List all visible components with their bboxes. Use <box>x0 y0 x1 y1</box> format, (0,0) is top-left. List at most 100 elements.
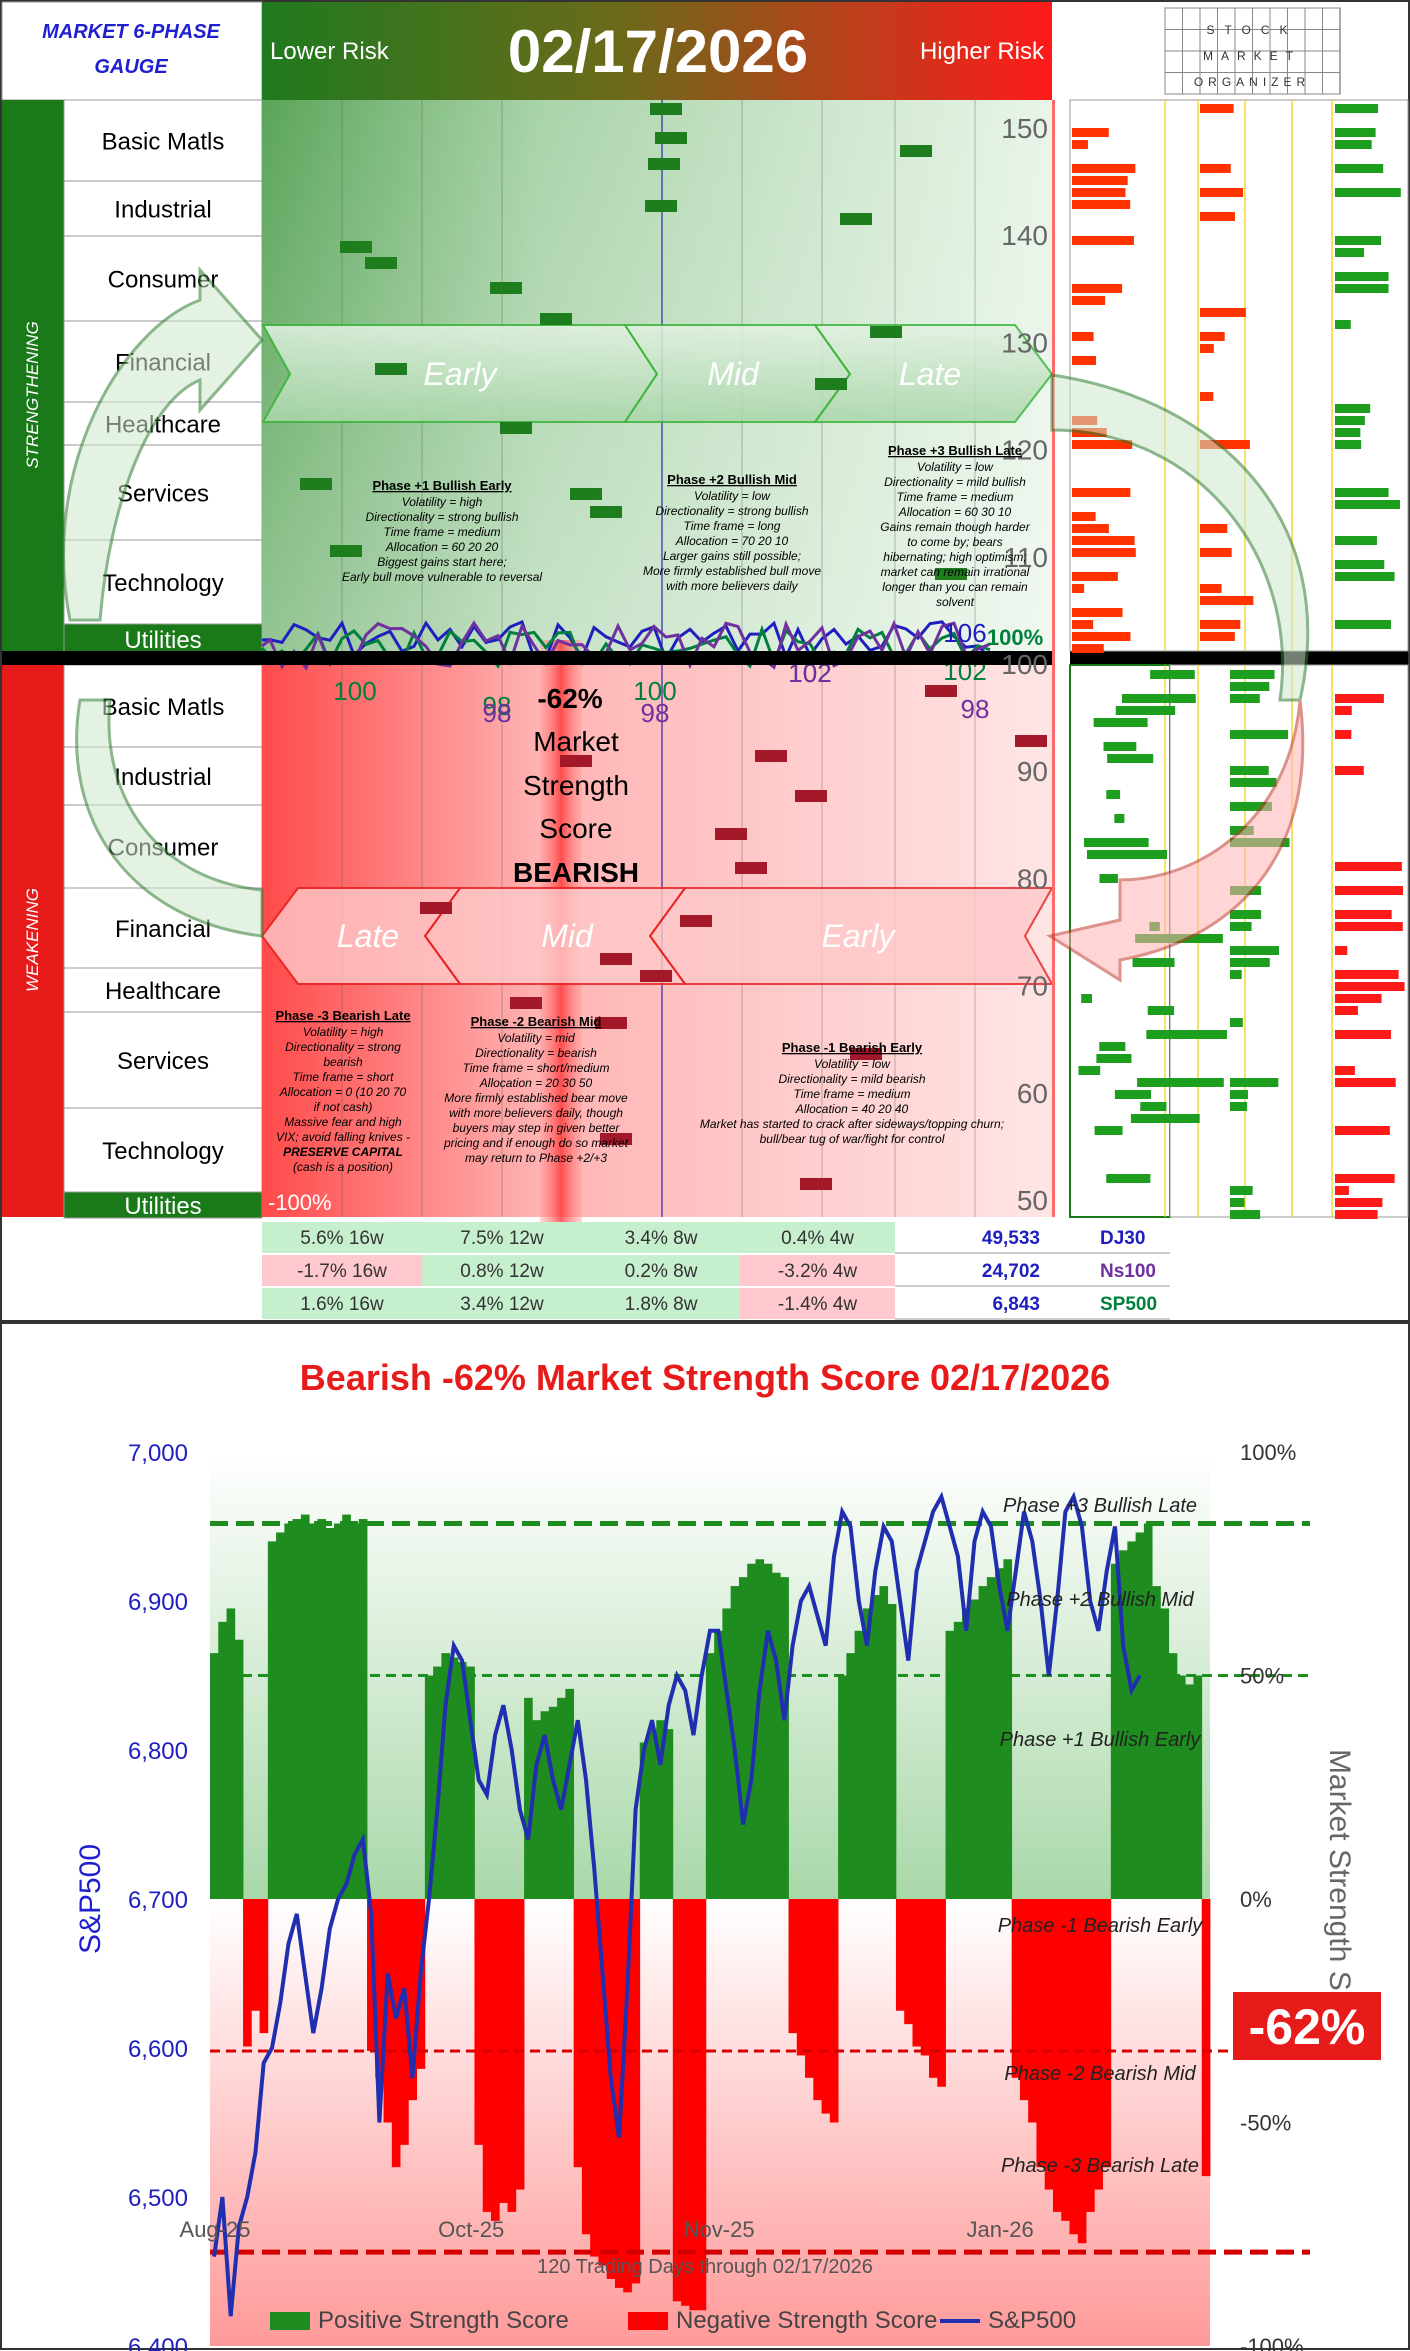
sector-label-bottom-5: Services <box>117 1048 209 1075</box>
y-right-tick: 0% <box>1240 1887 1272 1912</box>
sector-marker-top <box>650 103 682 115</box>
score-bar <box>747 1563 756 1899</box>
right-bar <box>1072 164 1136 173</box>
score-bar <box>1061 1899 1070 2221</box>
score-bar <box>1069 1899 1079 2235</box>
perf-cell: 0.4% 4w <box>781 1228 854 1249</box>
svg-text:Phase -3 Bearish Late: Phase -3 Bearish Late <box>275 1008 410 1023</box>
svg-text:MARKET: MARKET <box>1203 49 1301 63</box>
right-bar <box>1107 754 1154 763</box>
score-bar <box>656 1720 665 1899</box>
score-bar <box>515 1899 525 2190</box>
phase-label-1: Phase +2 Bullish Mid <box>1006 1589 1194 1611</box>
score-bar <box>367 1899 376 2051</box>
score-bar <box>780 1577 789 1899</box>
score-bar <box>771 1572 781 1899</box>
score-bar <box>912 1899 922 2047</box>
svg-text:Directionality = mild bullish: Directionality = mild bullish <box>884 475 1026 489</box>
sector-label-bottom-7: Utilities <box>124 1193 201 1220</box>
stock-market-organizer-logo: STOCK MARKET ORGANIZER <box>1164 7 1341 95</box>
score-bar <box>970 1599 979 1899</box>
score-bar <box>796 1899 806 2056</box>
score-bar <box>449 1657 459 1899</box>
sector-marker-bottom <box>600 953 632 965</box>
right-bar <box>1200 164 1231 173</box>
score-bar <box>1019 1899 1029 2101</box>
sector-marker-top <box>490 282 522 294</box>
right-bar <box>1072 572 1118 581</box>
index-name: DJ30 <box>1100 1228 1145 1249</box>
y-right-tick: -100% <box>1240 2334 1304 2351</box>
score-bar <box>755 1559 765 1899</box>
right-bar <box>1072 440 1133 449</box>
svg-text:Directionality = strong: Directionality = strong <box>285 1040 401 1054</box>
right-bar <box>1335 706 1352 715</box>
right-bar <box>1084 838 1149 847</box>
right-bar <box>1093 718 1148 727</box>
right-bar <box>1335 500 1401 509</box>
right-bar <box>1072 644 1104 653</box>
svg-text:if not cash): if not cash) <box>314 1100 373 1114</box>
score-bar <box>408 1899 418 2101</box>
index-line-label: 106 <box>943 618 986 648</box>
legend-label: Negative Strength Score <box>676 2307 937 2334</box>
score-bar <box>482 1899 492 2212</box>
right-bar <box>1072 296 1106 305</box>
score-bar <box>1127 1541 1137 1899</box>
score-bar <box>400 1899 409 2145</box>
svg-text:Phase +1 Bullish Early: Phase +1 Bullish Early <box>372 478 512 493</box>
sector-marker-top <box>815 378 847 390</box>
score-bar <box>1044 1899 1054 2190</box>
score-bar <box>573 1899 583 2168</box>
sector-marker-bottom <box>420 902 452 914</box>
index-line-label: 98 <box>483 691 512 721</box>
index-value: 24,702 <box>982 1261 1040 1282</box>
sector-marker-bottom <box>800 1178 832 1190</box>
right-bar <box>1335 572 1395 581</box>
score-bar <box>986 1577 996 1899</box>
svg-text:Allocation = 0 (10 20 70: Allocation = 0 (10 20 70 <box>279 1085 407 1099</box>
right-axis-tick: 100 <box>1001 649 1048 680</box>
sector-label-bottom-0: Basic Matls <box>102 694 225 721</box>
perf-cell: 3.4% 8w <box>625 1228 698 1249</box>
svg-text:More firmly established bear m: More firmly established bear move <box>444 1091 628 1105</box>
sector-marker-bottom <box>600 1133 632 1145</box>
strengthening-label: STRENGTHENING <box>23 321 42 468</box>
svg-text:More firmly established bull m: More firmly established bull move <box>643 564 821 578</box>
svg-text:Market has started to crack af: Market has started to crack after sidewa… <box>700 1117 1004 1131</box>
right-axis-tick: 110 <box>1003 542 1048 573</box>
right-bar <box>1335 104 1379 113</box>
x-tick: Nov-25 <box>684 2217 755 2242</box>
perf-cell: 0.2% 8w <box>625 1261 698 1282</box>
svg-text:longer than you can remain: longer than you can remain <box>882 580 1028 594</box>
index-line-label: 98 <box>961 694 990 724</box>
right-bar <box>1072 608 1123 617</box>
sector-marker-bottom <box>510 997 542 1009</box>
sector-label-top-1: Industrial <box>114 197 211 224</box>
score-bar <box>738 1577 748 1899</box>
right-axis-tick: 50 <box>1017 1185 1048 1216</box>
svg-text:Directionality = mild bearish: Directionality = mild bearish <box>778 1072 925 1086</box>
score-bar <box>317 1519 327 1899</box>
score-bar <box>838 1675 847 1899</box>
arrow-bottom-late: Late <box>337 918 399 954</box>
score-bar <box>532 1720 541 1899</box>
higher-risk-label: Higher Risk <box>920 38 1045 65</box>
right-bar <box>1230 958 1270 967</box>
current-score-label: -62% <box>1249 1999 1366 2055</box>
right-bar <box>1335 440 1362 449</box>
weakening-bar <box>2 662 64 1217</box>
score-bar <box>524 1697 533 1899</box>
right-bar <box>1200 332 1225 341</box>
right-bar <box>1140 1102 1167 1111</box>
right-bar <box>1200 584 1222 593</box>
score-bar <box>995 1568 1004 1899</box>
right-bar <box>1114 1090 1152 1099</box>
right-bar <box>1200 632 1235 641</box>
lower-risk-label: Lower Risk <box>270 38 390 65</box>
legend-swatch <box>270 2312 310 2330</box>
right-bar <box>1200 212 1235 221</box>
score-bar <box>879 1586 889 1899</box>
index-line-label: 100 <box>633 676 676 706</box>
score-bar <box>1110 1563 1120 1899</box>
